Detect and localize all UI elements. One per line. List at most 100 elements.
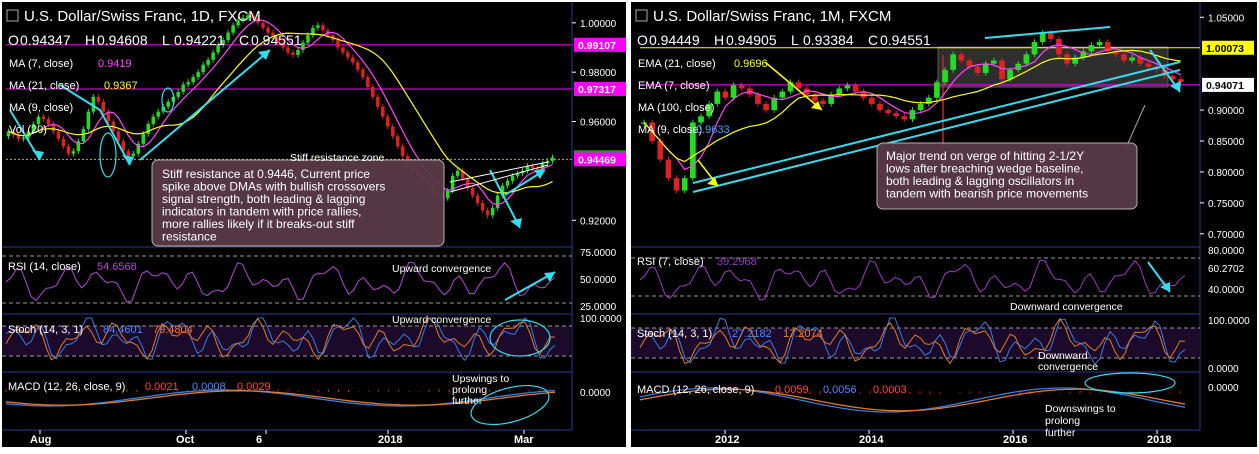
price-tick: 1.00000: [580, 19, 617, 30]
candle: [836, 85, 843, 98]
candle: [216, 42, 220, 56]
candle: [381, 103, 385, 120]
monthly-rsi-note: Downward convergence: [1010, 301, 1123, 313]
candle: [450, 173, 455, 194]
candle: [236, 17, 240, 29]
candle: [525, 163, 530, 174]
ohlc-label: C: [239, 32, 249, 48]
candle: [156, 108, 160, 120]
candle: [301, 39, 305, 53]
candle: [16, 132, 21, 142]
ohlc-value: 0.93384: [803, 32, 854, 48]
candle: [515, 170, 520, 179]
ohlc-value: 0.94449: [649, 32, 700, 48]
svg-text:0.97317: 0.97317: [578, 84, 616, 96]
ohlc-label: L: [791, 32, 799, 48]
time-tick: Oct: [176, 434, 195, 446]
candle: [868, 94, 875, 107]
indicator-label: EMA (7, close): [638, 80, 710, 92]
monthly-macd-signal: [639, 388, 1186, 412]
monthly-macd-label: MACD (12, 26, close, 9): [637, 384, 754, 396]
daily-chart-title: U.S. Dollar/Swiss Franc, 1D, FXCM: [24, 8, 261, 25]
ohlc-label: O: [637, 32, 648, 48]
candle: [787, 79, 794, 95]
monthly-stoch-d: 17.2074: [783, 328, 823, 340]
svg-text:0.99107: 0.99107: [578, 40, 616, 52]
time-tick: 2018: [1147, 434, 1171, 446]
price-tag: 0.97317: [574, 82, 626, 97]
monthly-stoch-k-line: [639, 317, 1186, 366]
candle: [909, 107, 916, 123]
price-tag: 0.94071: [1202, 77, 1254, 92]
fast-ma-line: [8, 19, 553, 206]
daily-macd-v2: 0.0008: [192, 381, 226, 393]
indicator-label: MA (21, close): [9, 80, 79, 92]
candle: [41, 113, 46, 122]
oscillator-tick: 80.0000: [1208, 246, 1245, 257]
candle: [1137, 54, 1144, 67]
daily-ohlc-readout: O 0.94347 H 0.94608 L 0.94221 C 0.94551: [8, 32, 302, 48]
svg-text:0.94071: 0.94071: [1206, 80, 1244, 92]
candle: [480, 200, 485, 214]
candle: [186, 79, 190, 88]
candle: [181, 81, 185, 95]
monthly-rsi-value: 39.2968: [717, 256, 757, 268]
price-tick: 0.98000: [580, 68, 617, 79]
monthly-macd-v2: 0.0056: [823, 384, 857, 396]
candle: [812, 91, 818, 104]
monthly-time-axis: 2012 2014 2016 2018: [715, 430, 1171, 446]
candle: [261, 20, 265, 31]
candle: [376, 94, 380, 110]
candle: [226, 29, 230, 43]
indicator-value: 0.9367: [104, 80, 138, 92]
daily-stoch-k: 84.4601: [103, 324, 143, 336]
candle: [321, 22, 325, 33]
resistance-zone-label: Stiff resistance zone: [290, 152, 385, 164]
candle: [974, 63, 981, 76]
fast-ma-line: [643, 43, 1182, 171]
daily-annotation-text: Stiff resistance at 0.9446, Current pric…: [162, 167, 385, 244]
candle: [1178, 76, 1184, 85]
ohlc-value: 0.94347: [20, 32, 71, 48]
candle: [530, 163, 535, 172]
candle: [386, 113, 390, 130]
candle: [201, 61, 205, 75]
daily-rsi-label: RSI (14, close): [8, 261, 81, 273]
monthly-indicator-legend: EMA (21, close) 0.9696 EMA (7, close) MA (1…: [638, 58, 768, 136]
candle: [844, 82, 851, 92]
candle: [251, 12, 255, 21]
indicator-label: MA (100, close): [638, 102, 714, 114]
candle: [706, 101, 712, 120]
candle: [51, 121, 56, 135]
candle: [56, 128, 61, 142]
candle: [241, 15, 245, 24]
price-tag: 0.99107: [574, 37, 626, 52]
daily-stoch-note: Upward convergence: [392, 314, 491, 326]
price-tick: 0.92000: [580, 216, 617, 227]
wedge-lines: [692, 26, 1181, 193]
monthly-annotation-text: Major trend on verge of hitting 2-1/2Y lo…: [886, 149, 1088, 201]
daily-chart-panel: Stiff resistance at 0.9446, Current pric…: [2, 2, 626, 447]
monthly-chart-title: U.S. Dollar/Swiss Franc, 1M, FXCM: [653, 8, 891, 25]
monthly-stoch-d-line: [639, 317, 1186, 365]
candle: [66, 143, 71, 157]
candle: [771, 94, 778, 113]
candle: [958, 51, 965, 64]
daily-rsi-value: 54.6568: [97, 261, 137, 273]
daily-annotation-box: [151, 159, 445, 247]
candle: [91, 94, 96, 115]
price-tick: 0.85000: [1208, 137, 1245, 148]
candle: [1023, 51, 1030, 67]
candle: [877, 101, 883, 113]
candle: [738, 82, 745, 92]
price-tick: 1.05000: [1208, 13, 1245, 24]
monthly-macd-v3: 0.0003: [873, 384, 907, 396]
time-tick: Aug: [30, 434, 51, 446]
indicator-label: MA (7, close): [9, 58, 73, 70]
candle: [763, 101, 769, 113]
candle: [1145, 60, 1152, 70]
time-tick: 2012: [715, 434, 739, 446]
candle: [61, 136, 66, 149]
candle: [81, 126, 86, 145]
